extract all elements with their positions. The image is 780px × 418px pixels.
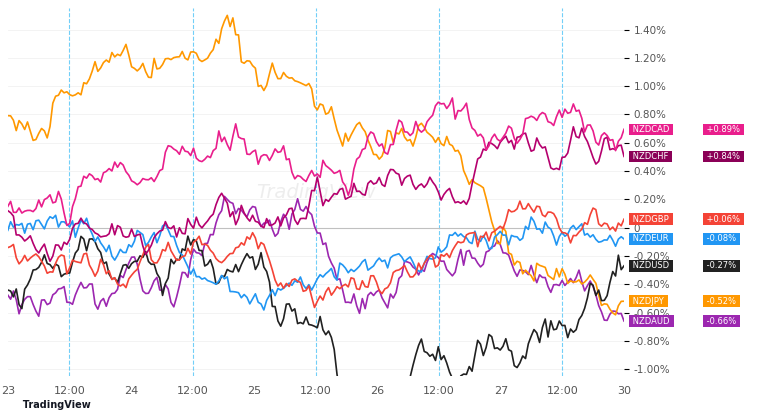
- Text: NZDUSD: NZDUSD: [630, 261, 672, 270]
- Text: -0.27%: -0.27%: [704, 261, 739, 270]
- Text: +0.06%: +0.06%: [704, 215, 743, 224]
- Text: +0.89%: +0.89%: [704, 125, 743, 134]
- Text: NZDCHF: NZDCHF: [630, 152, 671, 161]
- Text: NZDAUD: NZDAUD: [630, 316, 672, 326]
- Text: -0.52%: -0.52%: [704, 297, 739, 306]
- Text: +0.84%: +0.84%: [704, 152, 743, 161]
- Text: NZDJPY: NZDJPY: [630, 297, 667, 306]
- Text: NZDEUR: NZDEUR: [630, 234, 672, 243]
- Text: -0.08%: -0.08%: [704, 234, 739, 243]
- Text: TradingView: TradingView: [256, 183, 376, 202]
- Text: -0.66%: -0.66%: [704, 316, 739, 326]
- Text: TradingView: TradingView: [16, 400, 90, 410]
- Text: NZDCAD: NZDCAD: [630, 125, 672, 134]
- Text: NZDGBP: NZDGBP: [630, 215, 672, 224]
